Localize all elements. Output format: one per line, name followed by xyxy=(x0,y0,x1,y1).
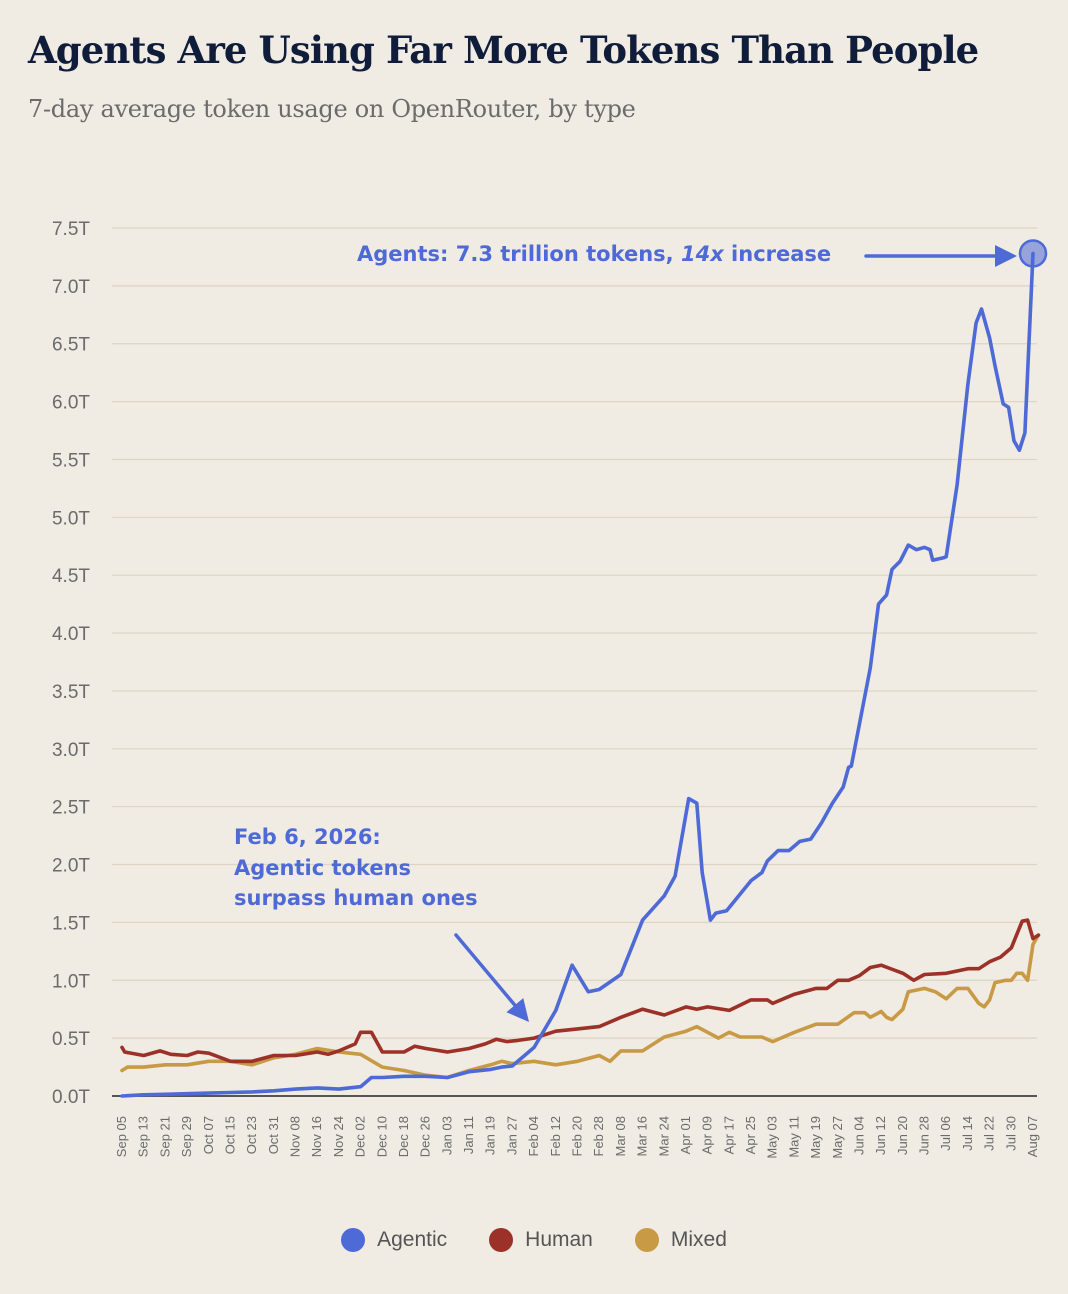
x-tick-label-sep-13: Sep 13 xyxy=(136,1116,151,1157)
x-tick-label-jul-22: Jul 22 xyxy=(982,1116,997,1151)
y-tick-label: 5.0T xyxy=(52,508,90,529)
x-tick-label-jun-20: Jun 20 xyxy=(895,1116,910,1155)
y-tick-label: 2.0T xyxy=(52,856,90,877)
x-tick-label-jan-27: Jan 27 xyxy=(504,1116,519,1155)
x-tick-label-apr-25: Apr 25 xyxy=(743,1116,758,1154)
x-tick-label-mar-08: Mar 08 xyxy=(613,1116,628,1156)
x-axis: Sep 05 Sep 13 Sep 21 Sep 29 Oct 07 Oct 15 Oct … xyxy=(114,1116,1040,1159)
x-tick-label-apr-01: Apr 01 xyxy=(678,1116,693,1154)
y-tick-label: 5.5T xyxy=(52,450,90,471)
x-tick-label-oct-31: Oct 31 xyxy=(266,1116,281,1154)
chart-title: Agents Are Using Far More Tokens Than Pe… xyxy=(28,28,979,72)
human-legend-marker xyxy=(489,1228,514,1252)
legend-label-agentic: Agentic xyxy=(377,1228,448,1251)
x-tick-label-jan-11: Jan 11 xyxy=(461,1116,476,1154)
crossover-annotation-line2: Agentic tokens xyxy=(234,856,411,880)
x-tick-label-jan-03: Jan 03 xyxy=(439,1116,454,1155)
x-tick-label-dec-18: Dec 18 xyxy=(396,1116,411,1157)
series-line-mixed xyxy=(120,933,1041,1080)
x-tick-label-jul-14: Jul 14 xyxy=(960,1116,975,1151)
x-tick-label-feb-28: Feb 28 xyxy=(591,1116,606,1156)
x-tick-label-feb-04: Feb 04 xyxy=(526,1116,541,1156)
legend: Agentic Human Mixed xyxy=(0,1228,1068,1252)
y-tick-label: 0.0T xyxy=(52,1087,90,1108)
x-tick-label-may-19: May 19 xyxy=(808,1116,823,1159)
x-tick-label-nov-16: Nov 16 xyxy=(309,1116,324,1157)
y-tick-label: 6.0T xyxy=(52,393,90,414)
x-tick-label-sep-29: Sep 29 xyxy=(179,1116,194,1157)
x-tick-label-dec-26: Dec 26 xyxy=(418,1116,433,1157)
legend-item-mixed: Mixed xyxy=(634,1228,727,1252)
legend-label-mixed: Mixed xyxy=(670,1228,727,1251)
y-tick-label: 4.5T xyxy=(52,566,90,587)
x-tick-label-dec-10: Dec 10 xyxy=(374,1116,389,1157)
x-tick-label-jul-06: Jul 06 xyxy=(938,1116,953,1151)
x-tick-label-aug-07: Aug 07 xyxy=(1025,1116,1040,1157)
x-tick-label-dec-02: Dec 02 xyxy=(353,1116,368,1157)
x-tick-label-jan-19: Jan 19 xyxy=(483,1116,498,1155)
chart-subtitle: 7-day average token usage on OpenRouter,… xyxy=(28,95,636,123)
mixed-legend-marker xyxy=(634,1228,659,1252)
x-tick-label-jun-04: Jun 04 xyxy=(851,1116,866,1155)
x-tick-label-jun-28: Jun 28 xyxy=(917,1116,932,1155)
x-tick-label-mar-16: Mar 16 xyxy=(635,1116,650,1156)
y-tick-label: 1.5T xyxy=(52,913,90,934)
x-tick-label-nov-24: Nov 24 xyxy=(331,1116,346,1157)
x-tick-label-oct-23: Oct 23 xyxy=(244,1116,259,1154)
agentic-legend-marker xyxy=(341,1228,366,1252)
x-tick-label-may-27: May 27 xyxy=(830,1116,845,1159)
peak-annotation: Agents: 7.3 trillion tokens, 14x increas… xyxy=(357,242,831,266)
y-tick-label: 2.5T xyxy=(52,798,90,819)
legend-item-agentic: Agentic xyxy=(341,1228,447,1252)
x-tick-label-may-03: May 03 xyxy=(765,1116,780,1159)
x-tick-label-mar-24: Mar 24 xyxy=(656,1116,671,1156)
x-tick-label-oct-15: Oct 15 xyxy=(222,1116,237,1154)
y-tick-label: 4.0T xyxy=(52,624,90,645)
x-tick-label-apr-09: Apr 09 xyxy=(700,1116,715,1154)
y-tick-label: 0.5T xyxy=(52,1029,90,1050)
x-tick-label-jul-30: Jul 30 xyxy=(1003,1116,1018,1151)
gridlines xyxy=(112,227,1037,1097)
y-tick-label: 7.5T xyxy=(52,219,90,240)
x-tick-label-feb-20: Feb 20 xyxy=(570,1116,585,1156)
x-tick-label-sep-05: Sep 05 xyxy=(114,1116,129,1157)
crossover-annotation-line1: Feb 6, 2026: xyxy=(234,825,381,849)
crossover-annotation-line3: surpass human ones xyxy=(234,886,478,910)
series-line-agentic xyxy=(120,251,1035,1098)
y-tick-label: 3.0T xyxy=(52,740,90,761)
x-tick-label-jun-12: Jun 12 xyxy=(873,1116,888,1155)
x-tick-label-apr-17: Apr 17 xyxy=(721,1116,736,1154)
x-tick-label-feb-12: Feb 12 xyxy=(548,1116,563,1156)
y-tick-label: 7.0T xyxy=(52,277,90,298)
x-tick-label-may-11: May 11 xyxy=(786,1116,801,1158)
y-axis: 0.0T 0.5T 1.0T 1.5T 2.0T 2.5T 3.0T 3.5T 4.0T 4.5T… xyxy=(52,219,90,1108)
series-line-human xyxy=(120,918,1041,1064)
y-tick-label: 1.0T xyxy=(52,971,90,992)
legend-label-human: Human xyxy=(525,1228,593,1251)
crossover-arrow xyxy=(454,933,529,1022)
y-tick-label: 6.5T xyxy=(52,335,90,356)
peak-arrow xyxy=(864,245,1017,267)
annotations: Agents: 7.3 trillion tokens, 14x increas… xyxy=(234,242,1017,1022)
series-lines xyxy=(120,239,1048,1098)
legend-item-human: Human xyxy=(489,1228,593,1252)
peak-marker xyxy=(1018,239,1048,268)
y-tick-label: 3.5T xyxy=(52,682,90,703)
x-tick-label-sep-21: Sep 21 xyxy=(157,1116,172,1157)
x-tick-label-nov-08: Nov 08 xyxy=(288,1116,303,1157)
x-tick-label-oct-07: Oct 07 xyxy=(201,1116,216,1154)
line-chart: 0.0T 0.5T 1.0T 1.5T 2.0T 2.5T 3.0T 3.5T 4.0T 4.5T… xyxy=(52,219,1048,1159)
